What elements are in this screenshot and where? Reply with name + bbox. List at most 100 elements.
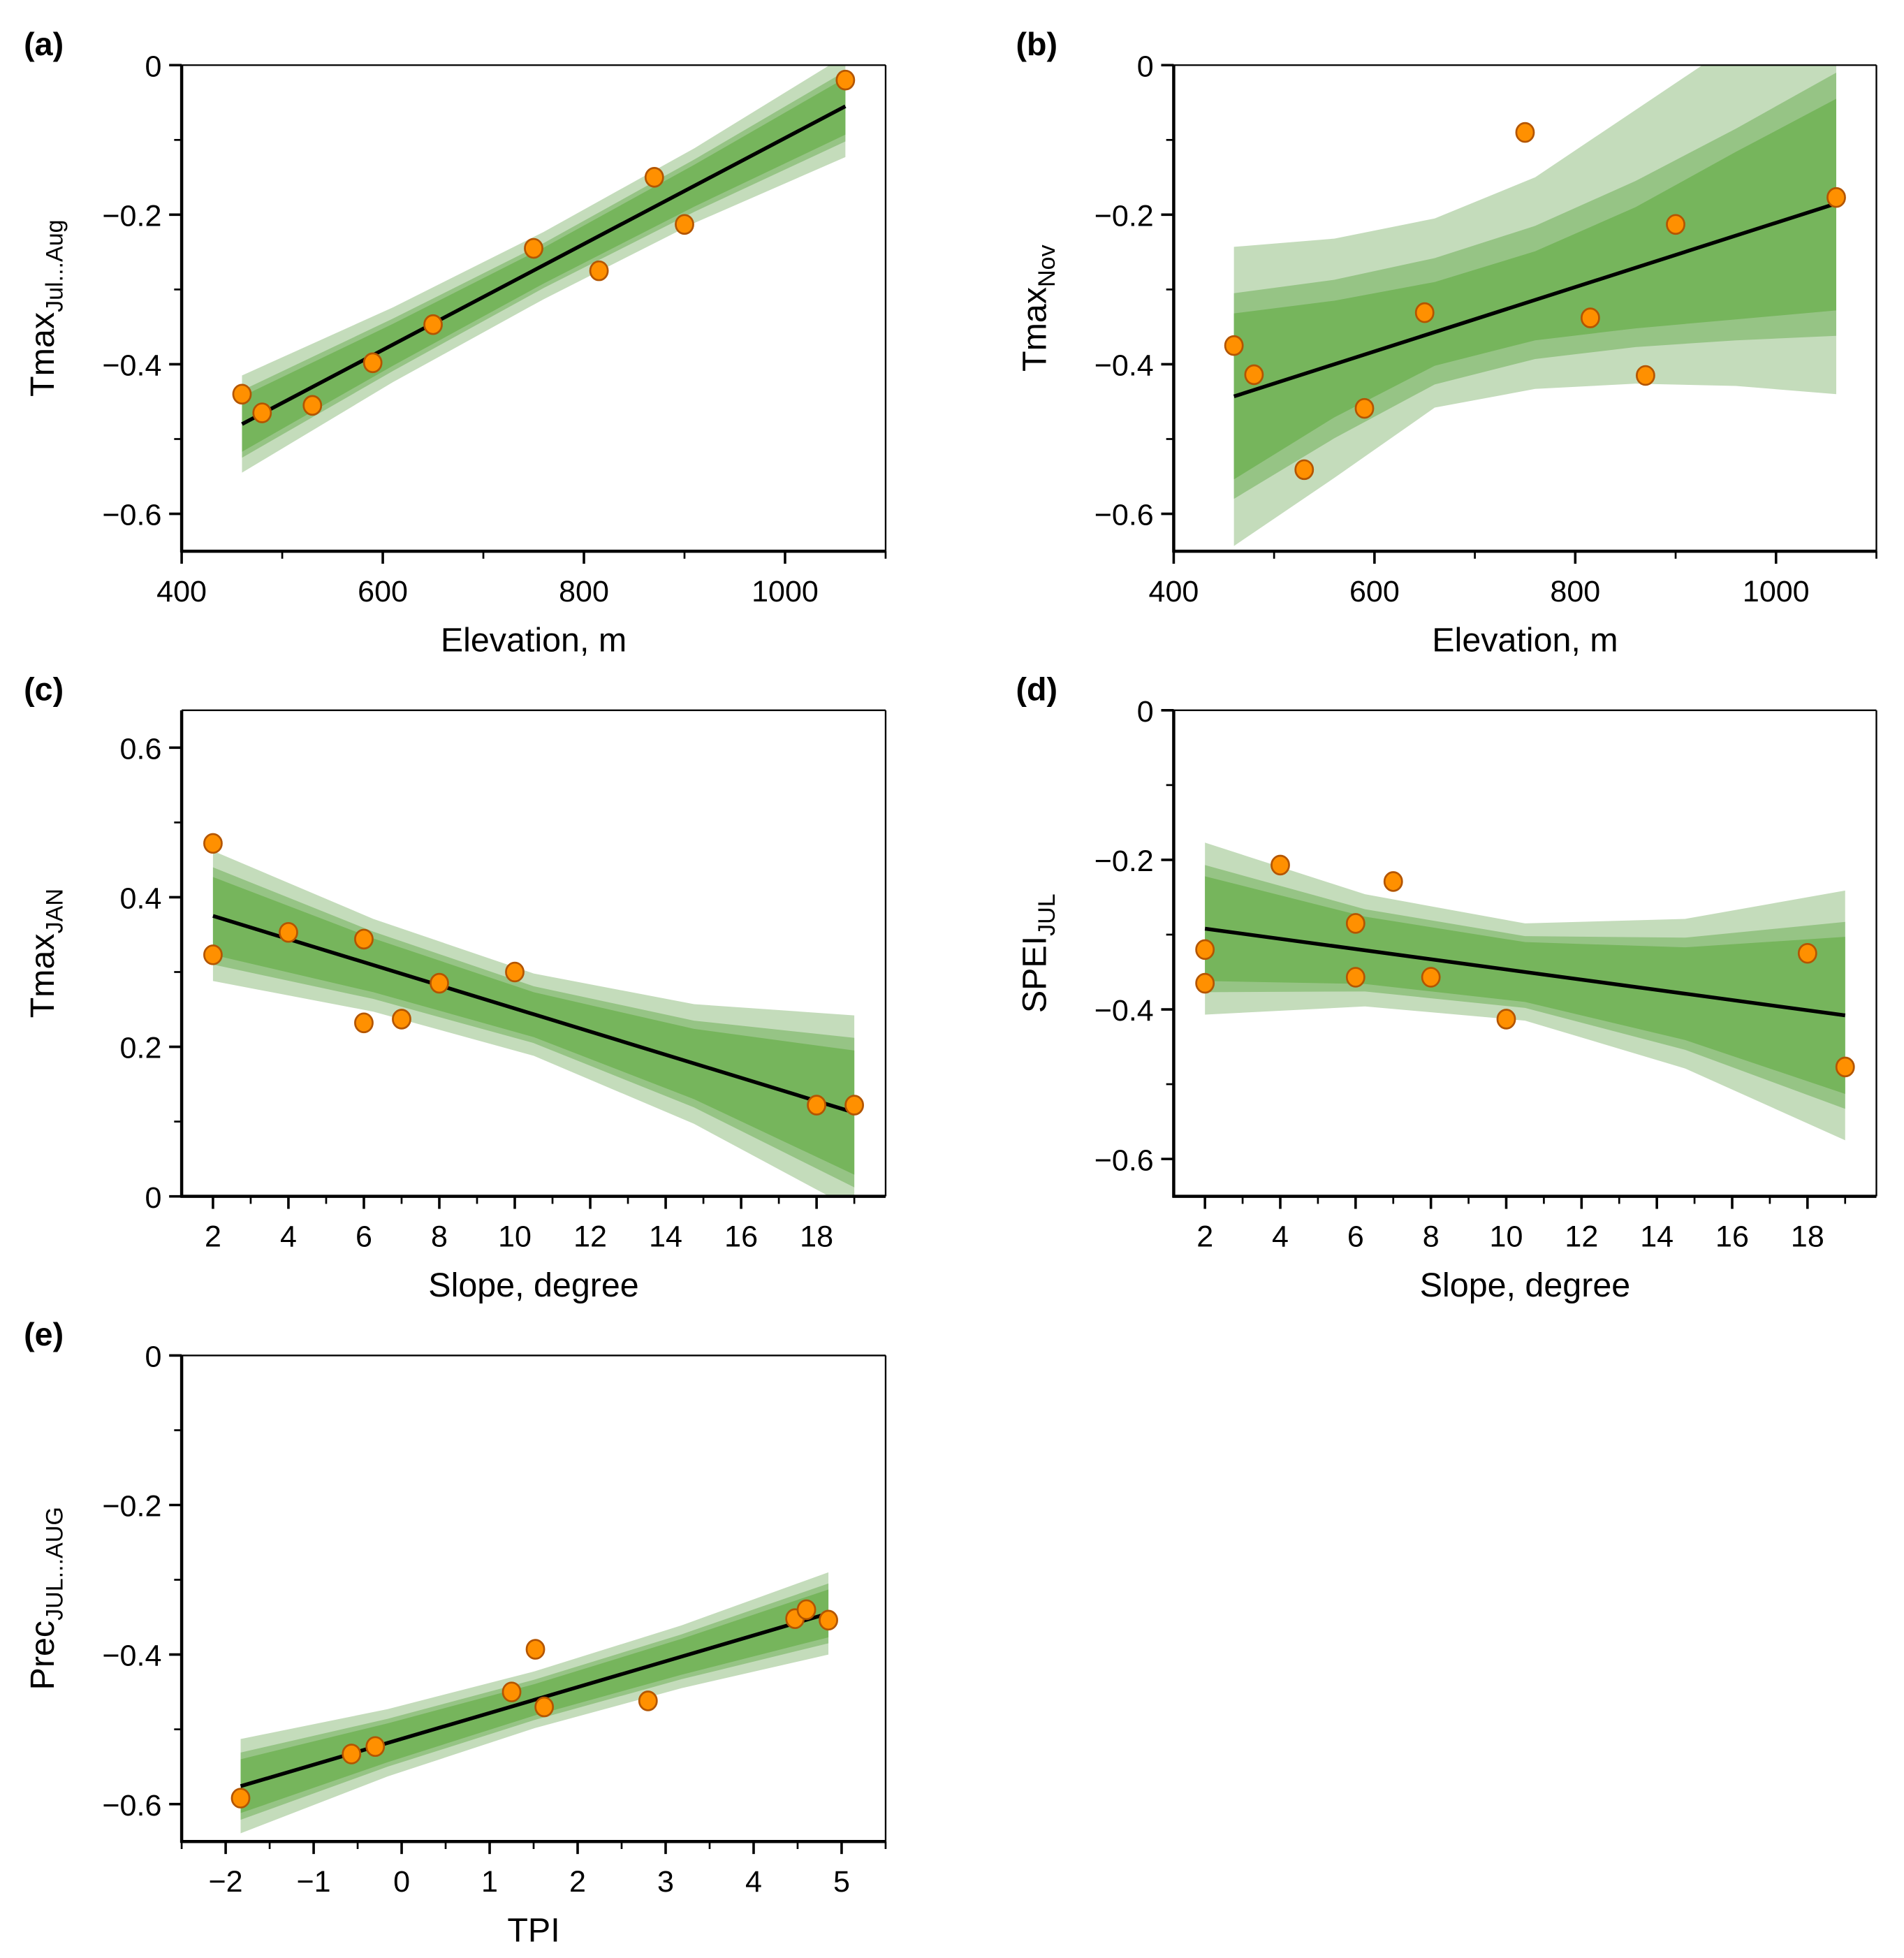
data-point — [1496, 1009, 1516, 1030]
panel-a: 400 600 800 1000 −0.6 −0.4 −0.2 0 Elevation, m Tm… — [24, 26, 887, 659]
x-tick-label: 5 — [833, 1865, 850, 1899]
panel-label: (c) — [24, 671, 64, 707]
x-axis-label: Slope, degree — [428, 1266, 638, 1304]
y-tick-label: −0.6 — [1094, 499, 1154, 532]
data-point — [342, 1744, 362, 1765]
y-tick-label: 0 — [145, 1340, 161, 1374]
x-tick-label: 12 — [573, 1220, 607, 1253]
y-tick-label: 0.6 — [120, 732, 162, 766]
x-tick-label: 2 — [205, 1220, 221, 1253]
x-tick-label: 18 — [800, 1220, 833, 1253]
data-point — [1270, 854, 1290, 876]
panel-c: 2 4 6 8 10 12 14 16 18 0 0.2 0.4 0.6 Slope, degree Tma… — [24, 671, 887, 1304]
panel-b: 400 600 800 1000 −0.6 −0.4 −0.2 0 Elevation, m Tm… — [1016, 26, 1877, 659]
data-point — [1421, 967, 1441, 988]
x-tick-label: 2 — [1196, 1220, 1213, 1253]
x-axis-label: TPI — [507, 1912, 559, 1950]
data-point — [302, 395, 323, 416]
x-axis-label: Elevation, m — [441, 622, 627, 659]
y-axis-label: SPEIJUL — [1016, 893, 1061, 1013]
data-point — [796, 1599, 816, 1621]
x-tick-label: 1000 — [1743, 575, 1810, 608]
data-point — [354, 928, 374, 950]
x-tick-label: 16 — [1715, 1220, 1749, 1253]
data-point — [1580, 307, 1600, 328]
x-tick-label: −2 — [209, 1865, 243, 1899]
y-tick-label: −0.4 — [1094, 349, 1154, 383]
data-point — [1345, 913, 1365, 934]
data-point — [1414, 302, 1435, 323]
data-point — [1826, 187, 1846, 208]
regression-line — [241, 104, 847, 426]
data-point — [354, 1012, 374, 1034]
y-axis-label-subscript: JUL — [1034, 893, 1060, 936]
panel-label: (a) — [24, 26, 64, 62]
x-tick-label: 400 — [1149, 575, 1199, 608]
x-tick-label: 4 — [745, 1865, 762, 1899]
data-point — [365, 1736, 386, 1758]
x-tick-label: 800 — [1550, 575, 1600, 608]
y-tick-label: −0.4 — [102, 1639, 161, 1673]
data-point — [835, 69, 856, 91]
data-point — [1354, 397, 1375, 419]
y-tick-label: −0.2 — [102, 1490, 161, 1524]
x-tick-label: 1 — [481, 1865, 498, 1899]
data-point — [1195, 939, 1215, 960]
regression-line — [1204, 926, 1846, 1018]
x-tick-label: 10 — [1490, 1220, 1523, 1253]
y-tick-label: 0.4 — [120, 882, 162, 916]
data-point — [1797, 942, 1817, 964]
x-axis-label: Slope, degree — [1420, 1266, 1630, 1304]
y-axis-label: TmaxJAN — [24, 889, 68, 1018]
x-tick-label: 10 — [498, 1220, 532, 1253]
x-tick-label: 8 — [431, 1220, 448, 1253]
x-tick-label: 14 — [1640, 1220, 1674, 1253]
y-axis-label: TmaxJul...Aug — [24, 219, 68, 397]
y-axis-label-main: Tmax — [1016, 287, 1054, 372]
panel-d: 2 4 6 8 10 12 14 16 18 −0.6 −0.4 −0.2 0 Slope, degree… — [1016, 671, 1877, 1304]
x-tick-label: 400 — [156, 575, 207, 608]
y-axis-label-subscript: JAN — [42, 889, 68, 933]
x-tick-label: 12 — [1565, 1220, 1598, 1253]
y-axis-label: TmaxNov — [1016, 244, 1061, 372]
data-point — [279, 921, 298, 943]
data-point — [525, 1639, 545, 1660]
x-tick-label: 600 — [358, 575, 408, 608]
y-tick-label: −0.6 — [102, 499, 161, 532]
regression-line — [240, 1612, 829, 1788]
y-axis-label-subscript: Jul...Aug — [42, 219, 68, 312]
data-point — [1195, 972, 1215, 994]
x-axis-label: Elevation, m — [1432, 622, 1618, 659]
x-tick-label: 2 — [569, 1865, 586, 1899]
y-tick-label: 0 — [1137, 695, 1154, 729]
data-point — [363, 352, 383, 374]
y-tick-label: −0.4 — [1094, 994, 1154, 1028]
data-point — [423, 314, 443, 335]
y-axis-label-main: SPEI — [1016, 936, 1054, 1013]
x-tick-label: 14 — [649, 1220, 682, 1253]
data-point — [1515, 122, 1535, 143]
data-point — [534, 1696, 555, 1718]
data-point — [807, 1095, 827, 1116]
data-point — [1244, 364, 1264, 386]
data-point — [1636, 365, 1655, 386]
y-tick-label: −0.2 — [1094, 845, 1154, 878]
data-point — [1294, 459, 1315, 481]
y-tick-label: 0 — [145, 50, 161, 83]
y-axis-label-main: Prec — [24, 1621, 61, 1690]
panel-e: −2 −1 0 1 2 3 4 5 −0.6 −0.4 −0.2 0 TPI PrecJUL...AUG (… — [24, 1316, 887, 1950]
y-axis-label: PrecJUL...AUG — [24, 1507, 68, 1690]
data-point — [819, 1609, 838, 1631]
x-tick-label: −1 — [297, 1865, 331, 1899]
x-tick-label: 600 — [1349, 575, 1400, 608]
data-point — [392, 1009, 411, 1030]
data-point — [501, 1681, 522, 1702]
x-tick-label: 6 — [1347, 1220, 1364, 1253]
x-tick-label: 4 — [280, 1220, 297, 1253]
data-point — [644, 167, 664, 188]
data-point — [638, 1690, 658, 1711]
credible-band-inner — [212, 877, 855, 1175]
y-tick-label: 0 — [145, 1181, 161, 1215]
y-tick-label: −0.6 — [1094, 1144, 1154, 1177]
